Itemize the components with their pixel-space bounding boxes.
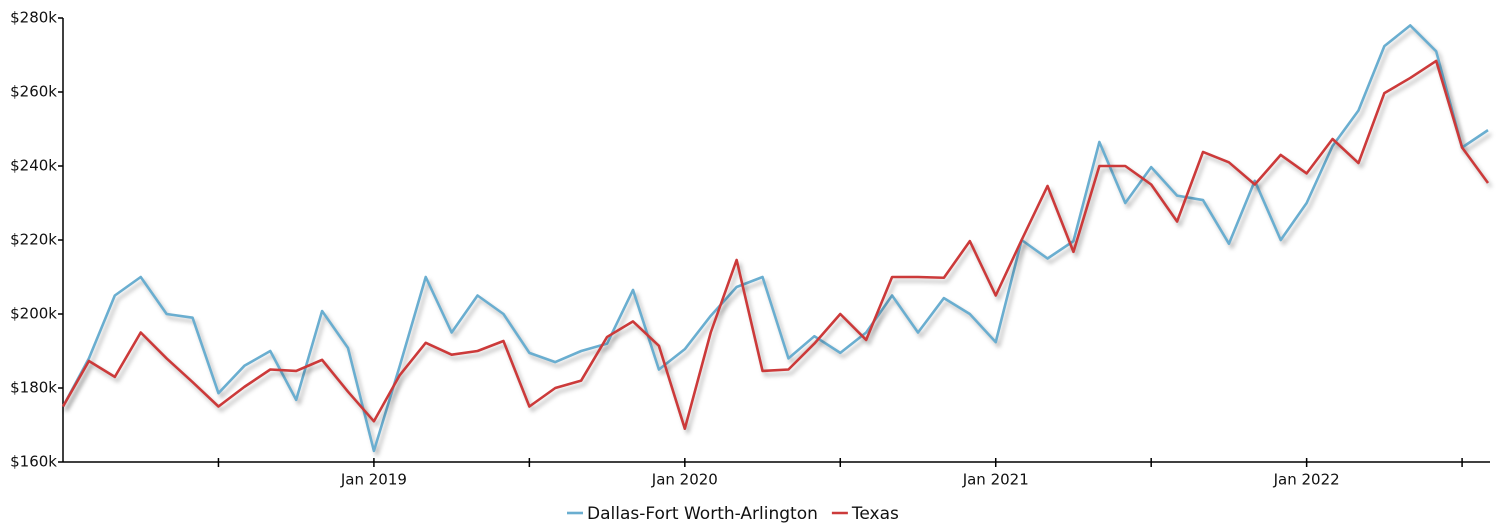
y-tick-label: $240k	[10, 157, 57, 175]
x-tick-label: Jan 2022	[1273, 471, 1340, 489]
legend-label: Dallas-Fort Worth-Arlington	[587, 504, 818, 524]
y-tick-label: $220k	[10, 231, 57, 249]
y-tick-label: $200k	[10, 305, 57, 323]
x-tick-label: Jan 2020	[651, 471, 718, 489]
legend-label: Texas	[851, 504, 899, 524]
y-tick-label: $180k	[10, 379, 57, 397]
y-tick-label: $160k	[10, 453, 57, 471]
y-tick-label: $280k	[10, 9, 57, 27]
legend: Dallas-Fort Worth-Arlington Texas	[567, 504, 899, 524]
series-line	[61, 59, 1490, 430]
x-tick-label: Jan 2019	[340, 471, 407, 489]
x-tick-label: Jan 2021	[962, 471, 1029, 489]
series-line	[61, 24, 1489, 453]
y-tick-label: $260k	[10, 83, 57, 101]
